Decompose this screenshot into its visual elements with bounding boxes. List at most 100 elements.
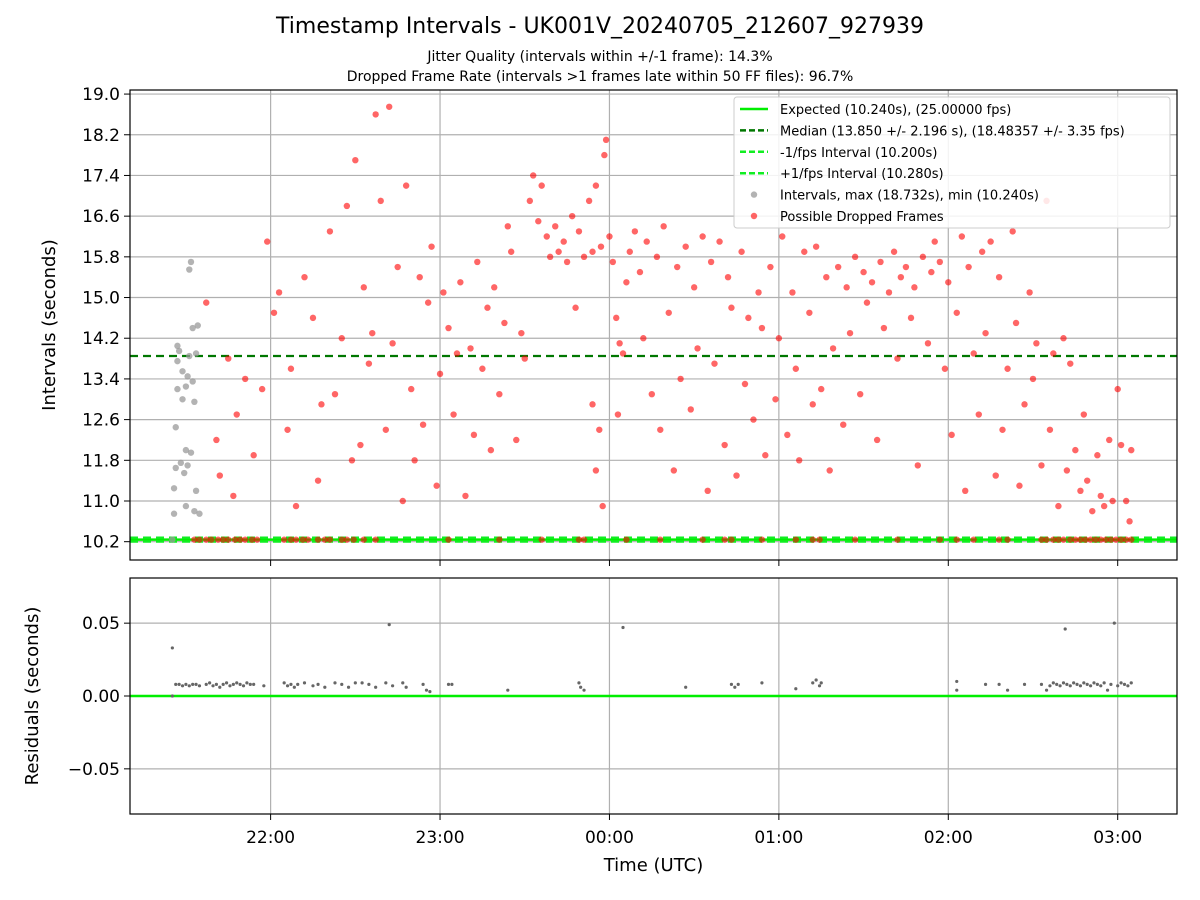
interval-point: [182, 383, 190, 390]
dropped-frame-point: [1038, 536, 1045, 543]
dropped-frame-point: [1082, 536, 1089, 543]
dropped-frame-point: [758, 536, 766, 543]
dropped-frame-point: [677, 375, 684, 383]
interval-point: [179, 396, 186, 403]
residual-point: [390, 684, 395, 688]
dropped-frame-point: [809, 401, 816, 408]
residual-point: [360, 681, 364, 685]
dropped-frame-point: [995, 536, 1003, 543]
dropped-frame-point: [314, 477, 322, 484]
dropped-frame-point: [1087, 536, 1094, 543]
intervals-y-tick-label: 16.6: [82, 207, 120, 227]
residual-point: [421, 682, 425, 686]
dropped-frame-point: [818, 385, 825, 393]
dropped-frame-point: [619, 350, 627, 357]
dropped-frame-point: [1021, 401, 1028, 408]
dropped-frame-point: [631, 228, 639, 235]
dropped-frame-point: [936, 258, 944, 266]
dropped-frame-point: [704, 487, 711, 495]
dropped-frame-point: [762, 452, 769, 459]
dropped-frame-point: [1112, 536, 1120, 543]
dropped-frame-point: [592, 182, 600, 189]
dropped-frame-point: [214, 536, 222, 543]
dropped-frame-point: [552, 223, 559, 230]
dropped-frame-point: [450, 411, 457, 418]
dropped-frame-point: [292, 536, 300, 543]
residuals-y-tick-label: 0.05: [82, 614, 120, 634]
residual-point: [684, 685, 688, 689]
dropped-frame-point: [711, 360, 718, 367]
residual-point: [1048, 684, 1052, 688]
dropped-frame-point: [225, 536, 232, 543]
dropped-frame-point: [1050, 536, 1057, 543]
dropped-frame-point: [191, 536, 198, 543]
residual-point: [316, 682, 320, 686]
dropped-frame-point: [440, 289, 447, 296]
dropped-frame-point: [657, 536, 664, 543]
dropped-frame-point: [690, 284, 698, 291]
dropped-frame-point: [309, 314, 317, 322]
dropped-frame-point: [941, 365, 949, 372]
dropped-frame-point: [860, 268, 867, 276]
residual-point: [292, 685, 296, 689]
legend-label: -1/fps Interval (10.200s): [780, 146, 937, 161]
residual-point: [1065, 682, 1069, 686]
dropped-frame-point: [572, 304, 579, 311]
dropped-frame-point: [507, 248, 515, 255]
dropped-frame-point: [728, 304, 735, 311]
dropped-frame-point: [408, 385, 415, 393]
residual-point: [177, 682, 181, 686]
dropped-frame-point: [599, 502, 606, 510]
dropped-frame-point: [230, 492, 237, 500]
interval-point: [174, 342, 181, 350]
residual-point: [428, 690, 432, 694]
dropped-frame-point: [436, 370, 444, 378]
dropped-frame-point: [784, 431, 791, 439]
residual-point: [353, 681, 357, 685]
residuals-plot: −0.05 0.00 0.05 22:00 23:00 00:00 01:00 02:00 03…: [22, 577, 1178, 876]
dropped-frame-point: [568, 212, 576, 220]
dropped-frame-point: [648, 390, 656, 398]
intervals-y-tick-label: 12.6: [82, 411, 120, 431]
residual-point: [1088, 684, 1093, 688]
dropped-frame-point: [1043, 536, 1050, 543]
dropped-frame-point: [242, 536, 249, 543]
dropped-frame-point: [1004, 365, 1011, 372]
dropped-frame-point: [1038, 462, 1045, 469]
residual-point: [621, 625, 625, 630]
dropped-frame-point: [1033, 340, 1040, 347]
interval-point: [194, 322, 201, 329]
intervals-y-tick-label: 11.0: [82, 492, 120, 512]
dropped-frame-point: [728, 536, 735, 543]
dropped-frame-point: [1122, 497, 1130, 505]
dropped-frame-point: [585, 197, 593, 205]
dropped-frame-point: [623, 279, 630, 286]
dropped-frame-point: [501, 319, 508, 327]
dropped-frame-point: [216, 472, 223, 479]
residual-point: [204, 682, 208, 686]
intervals-y-tick-label: 18.2: [82, 126, 120, 146]
dropped-frame-point: [1029, 375, 1037, 383]
dropped-frame-point: [843, 284, 850, 291]
dropped-frame-point: [284, 426, 291, 433]
residual-point: [1112, 621, 1116, 625]
intervals-y-tick-label: 14.2: [82, 329, 120, 349]
residual-point: [1109, 682, 1113, 686]
residual-point: [1051, 681, 1055, 685]
dropped-frame-point: [801, 248, 808, 255]
interval-point: [175, 347, 183, 355]
residual-point: [401, 681, 405, 685]
legend-label: +1/fps Interval (10.280s): [780, 167, 944, 182]
interval-point: [187, 449, 195, 456]
intervals-y-tick-label: 13.4: [82, 370, 120, 390]
residual-point: [208, 681, 212, 685]
intervals-plot: 10.2 11.0 11.8 12.6 13.4 14.2 15.0 15.8 16.6 17.4…: [39, 85, 1178, 566]
dropped-frame-point: [589, 248, 596, 255]
dropped-frame-point: [699, 536, 706, 543]
dropped-frame-point: [643, 238, 650, 245]
dropped-frame-point: [1107, 536, 1115, 543]
interval-point: [192, 350, 200, 357]
dropped-frame-point: [894, 536, 901, 543]
residual-point: [1129, 681, 1133, 685]
